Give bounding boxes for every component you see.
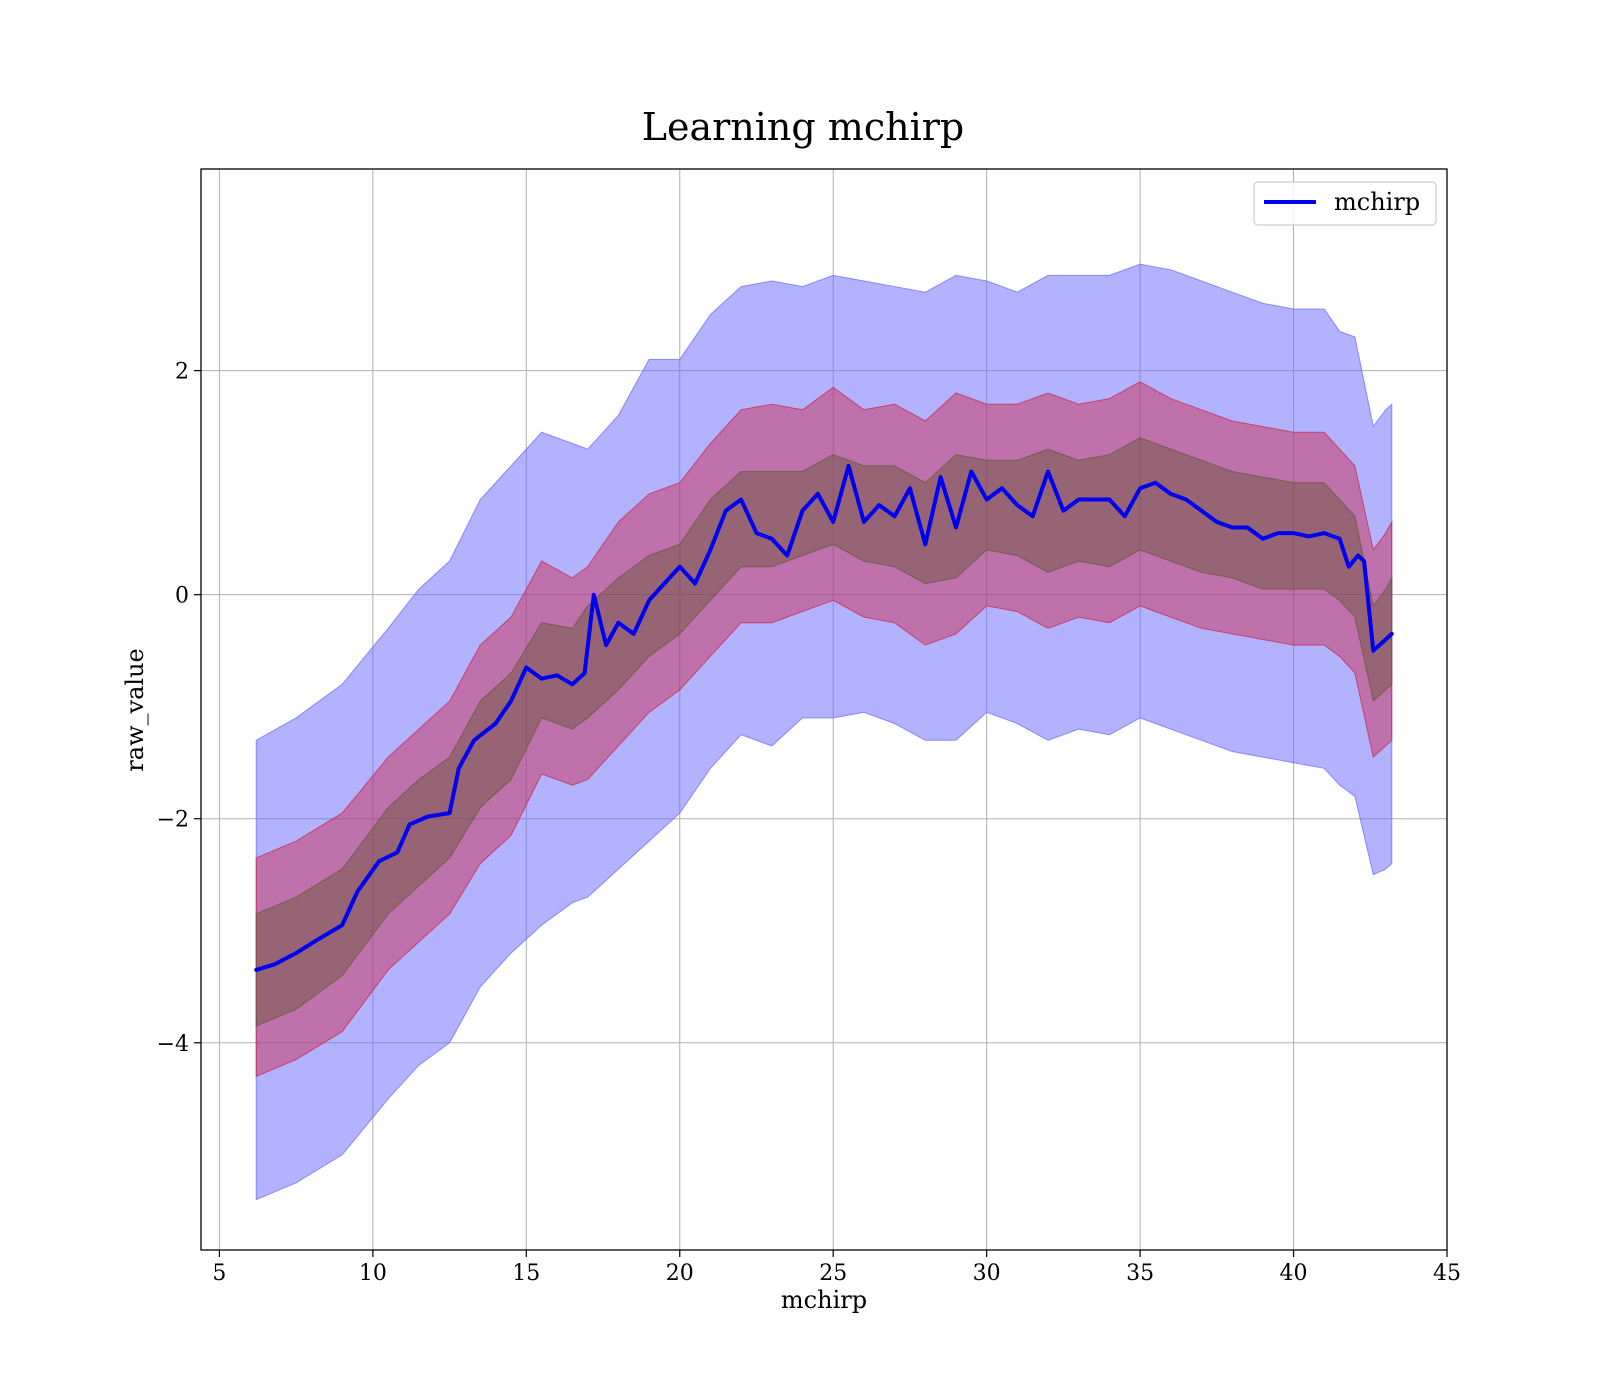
y-tick-label-0: −4 [157,1032,189,1057]
y-tick-label-3: 2 [175,360,189,385]
band-1 [255,381,1393,1078]
y-tick-label-2: 0 [175,584,189,609]
y-tick-label-1: −2 [157,808,189,833]
x-tick-label-5: 30 [973,1261,1001,1286]
plot-frame [200,168,1448,1251]
chart-title: Learning mchirp [642,105,964,149]
legend-box [1253,181,1437,226]
legend: mchirp [1253,181,1437,226]
x-axis-label: mchirp [781,1286,867,1314]
x-tick-label-0: 5 [212,1261,226,1286]
series-lines [254,463,1394,972]
legend-label: mchirp [1334,188,1420,216]
x-axis-ticks: 5 10 15 20 25 30 35 40 45 [212,1250,1461,1286]
x-tick-label-8: 45 [1433,1261,1461,1286]
x-tick-label-2: 15 [512,1261,540,1286]
y-axis-label: raw_value [121,648,149,772]
y-axis-ticks: −4 −2 0 2 [157,360,201,1057]
x-tick-label-7: 40 [1280,1261,1308,1286]
x-tick-label-6: 35 [1126,1261,1154,1286]
series-line-mchirp [254,463,1394,972]
x-tick-label-1: 10 [359,1261,387,1286]
x-tick-label-3: 20 [666,1261,694,1286]
x-tick-label-4: 25 [819,1261,847,1286]
